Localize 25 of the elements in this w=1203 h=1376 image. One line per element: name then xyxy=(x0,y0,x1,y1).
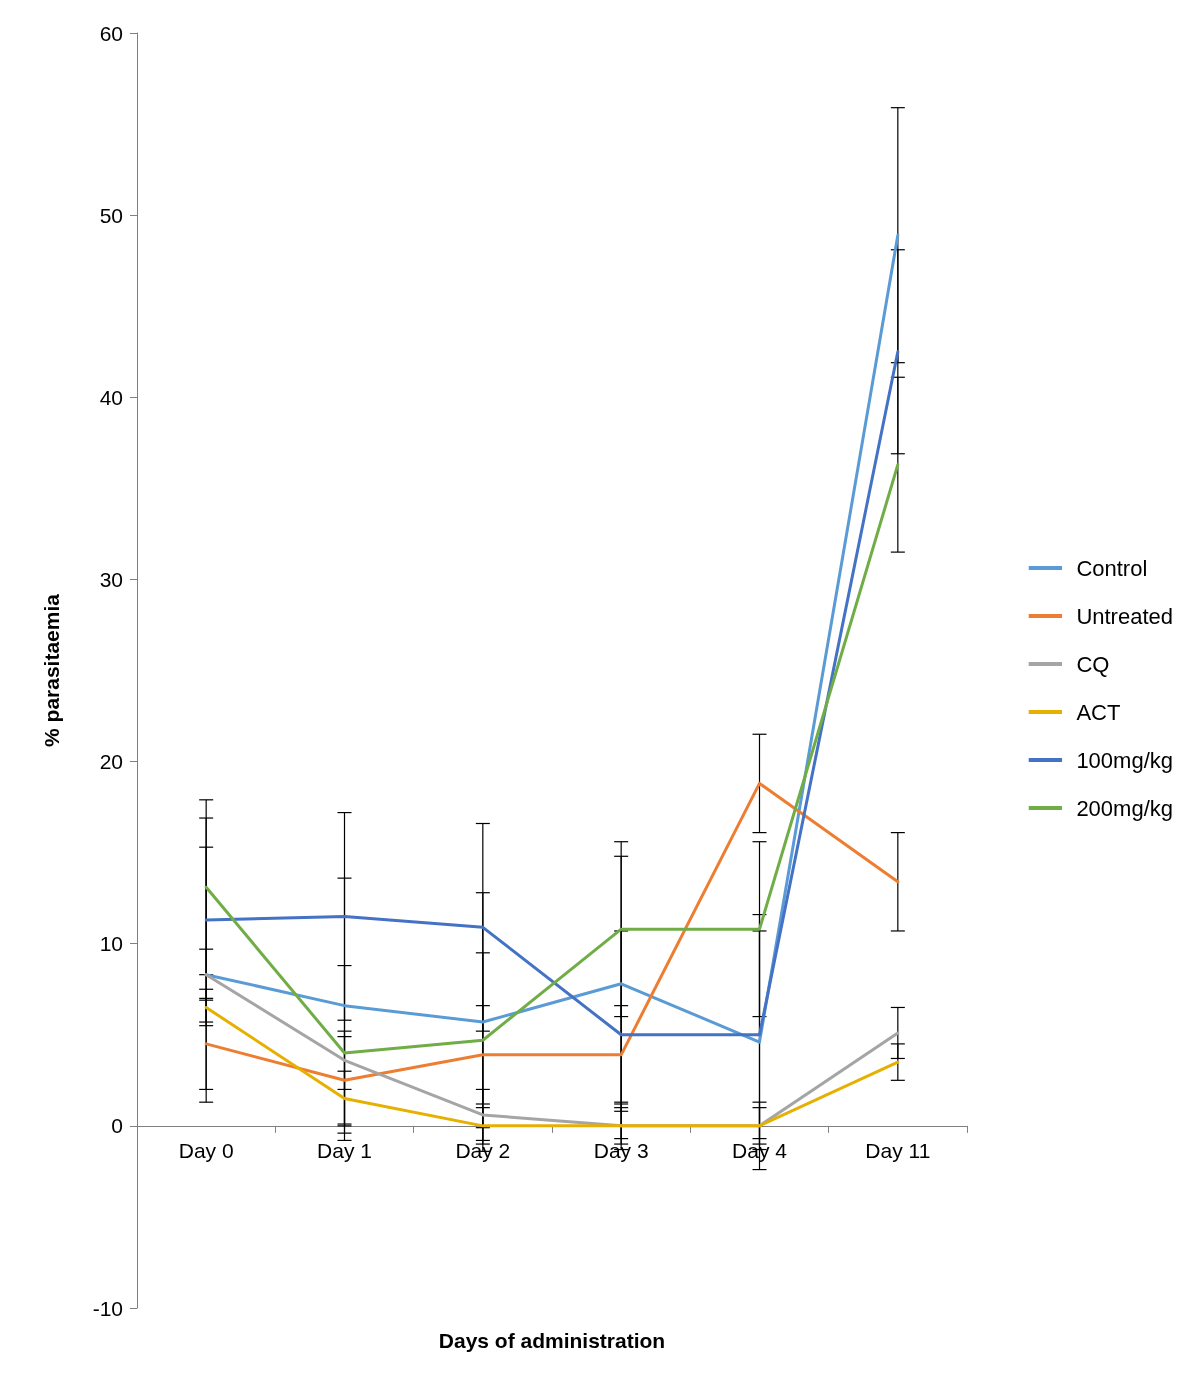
legend-label: Untreated xyxy=(1076,603,1174,629)
x-tick-label: Day 3 xyxy=(593,1138,649,1162)
legend-label: ACT xyxy=(1076,699,1121,725)
y-tick-label: 50 xyxy=(99,203,123,227)
line-series xyxy=(204,1005,900,1128)
y-axis-title: % parasitaemia xyxy=(40,593,63,747)
x-tick-label: Day 11 xyxy=(865,1138,931,1162)
legend-label: 200mg/kg xyxy=(1076,795,1174,821)
y-tick-label: 10 xyxy=(99,932,123,956)
legend-label: CQ xyxy=(1076,651,1110,677)
legend-label: 100mg/kg xyxy=(1076,747,1174,773)
y-tick-label: 30 xyxy=(99,567,123,591)
y-tick-label: 40 xyxy=(99,385,123,409)
line-series xyxy=(204,350,900,1037)
x-tick-label: Day 1 xyxy=(317,1138,372,1162)
y-tick-label: -10 xyxy=(92,1296,123,1320)
y-tick-label: 20 xyxy=(99,750,123,774)
y-tick-label: 60 xyxy=(99,21,123,45)
x-axis-title: Days of administration xyxy=(438,1329,666,1352)
line-series xyxy=(204,463,900,1055)
legend-label: Control xyxy=(1076,555,1148,581)
x-tick-label: Day 2 xyxy=(455,1138,511,1162)
line-series xyxy=(204,781,900,1082)
x-tick-label: Day 0 xyxy=(178,1138,234,1162)
y-tick-label: 0 xyxy=(111,1114,123,1138)
